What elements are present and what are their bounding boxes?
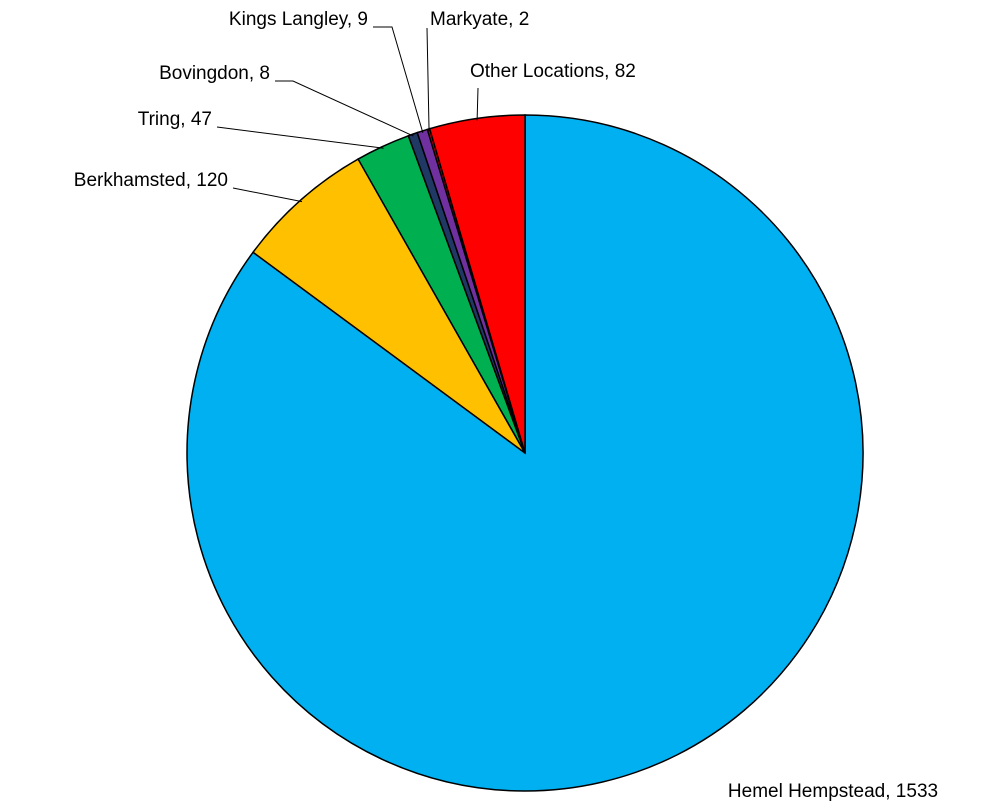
data-label: Tring, 47 [138,109,212,130]
leader-line [275,80,414,137]
category-label: Other Locations [470,61,604,82]
value-label: , 8 [249,63,270,84]
data-label: Berkhamsted, 120 [74,170,228,191]
value-label: , 82 [604,61,636,82]
value-label: , 9 [347,9,368,30]
category-label: Markyate [430,9,508,30]
pie-slice [252,158,526,454]
category-label: Tring [138,109,181,130]
value-label: , 1533 [885,781,938,802]
leader-line [216,126,384,149]
value-label: , 2 [508,9,529,30]
leader-line [232,187,303,203]
data-label: Hemel Hempstead, 1533 [728,781,938,802]
category-label: Berkhamsted [74,170,186,191]
leader-line [426,27,430,131]
value-label: , 47 [180,109,212,130]
data-label: Markyate, 2 [430,9,529,30]
data-label: Kings Langley, 9 [229,9,368,30]
data-label: Bovingdon, 8 [159,63,270,84]
category-label: Kings Langley [229,9,349,30]
leader-line [476,87,479,121]
data-label: Other Locations, 82 [470,61,636,82]
value-label: , 120 [186,170,228,191]
leader-line [373,26,424,134]
category-label: Bovingdon [159,63,249,84]
pie-slice [186,114,864,792]
category-label: Hemel Hempstead [728,781,885,802]
